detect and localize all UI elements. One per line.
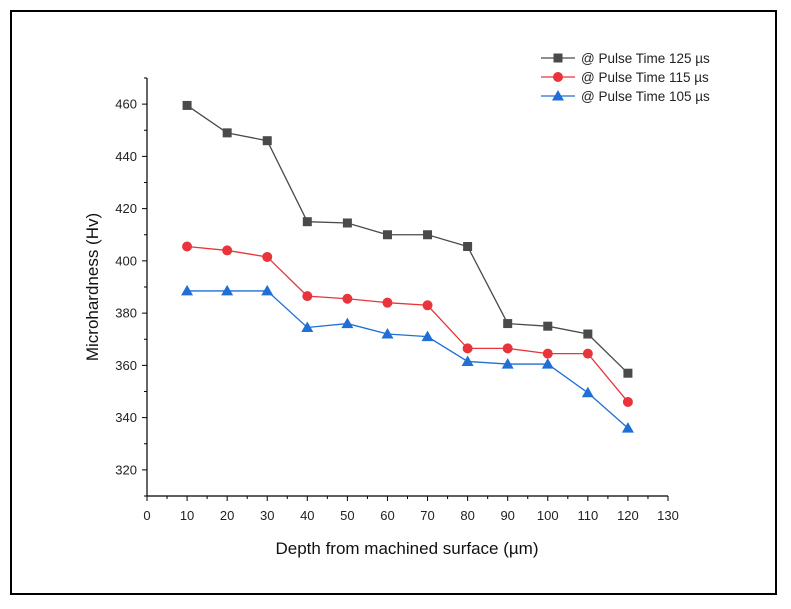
legend-label: @ Pulse Time 115 µs <box>581 70 709 85</box>
series-line <box>187 290 629 429</box>
data-point <box>421 330 434 342</box>
data-point <box>262 251 273 262</box>
x-tick-label: 40 <box>300 508 314 523</box>
series-3 <box>181 284 634 433</box>
data-point <box>463 242 473 252</box>
x-axis-title: Depth from machined surface (µm) <box>276 539 539 558</box>
x-tick-label: 50 <box>340 508 354 523</box>
x-tick-label: 130 <box>657 508 679 523</box>
x-tick-label: 10 <box>180 508 194 523</box>
y-axis-title: Microhardness (Hv) <box>83 213 102 361</box>
data-point <box>182 241 193 252</box>
y-tick-label: 380 <box>115 306 137 321</box>
data-point <box>502 343 513 354</box>
data-point <box>182 100 192 110</box>
y-tick-label: 340 <box>115 410 137 425</box>
data-point <box>222 128 232 138</box>
data-point <box>382 297 393 308</box>
x-tick-label: 20 <box>220 508 234 523</box>
x-tick-label: 70 <box>420 508 434 523</box>
legend-label: @ Pulse Time 105 µs <box>581 89 710 104</box>
y-tick-label: 360 <box>115 358 137 373</box>
legend-item: @ Pulse Time 125 µs <box>541 51 710 66</box>
data-point <box>501 358 514 369</box>
data-point <box>581 386 594 398</box>
legend: @ Pulse Time 125 µs @ Pulse Time 115 µs @ … <box>541 51 710 104</box>
x-tick-label: 80 <box>460 508 474 523</box>
data-point <box>423 230 433 240</box>
data-point <box>543 321 553 331</box>
data-point <box>262 136 272 146</box>
data-point <box>302 217 312 227</box>
data-point <box>542 348 553 359</box>
data-point <box>582 348 593 359</box>
data-point <box>503 319 513 329</box>
data-point <box>541 358 554 369</box>
x-tick-label: 60 <box>380 508 394 523</box>
data-point <box>583 329 593 339</box>
x-tick-label: 100 <box>537 508 559 523</box>
data-point <box>342 293 353 304</box>
y-tick-label: 440 <box>115 149 137 164</box>
data-point <box>623 368 633 378</box>
x-tick-label: 30 <box>260 508 274 523</box>
data-point <box>422 300 433 311</box>
x-tick-label: 90 <box>500 508 514 523</box>
data-point <box>341 317 354 329</box>
data-point <box>382 230 392 240</box>
y-tick-label: 320 <box>115 462 137 477</box>
series-line <box>186 104 629 374</box>
data-point <box>181 284 194 296</box>
data-point <box>302 291 313 302</box>
y-tick-label: 460 <box>115 97 137 112</box>
tick-marks <box>142 77 669 501</box>
data-point <box>381 328 394 339</box>
tick-labels: 0 10 20 30 40 50 60 70 80 90 100 110 120 130 320 340 360… <box>115 97 679 523</box>
x-tick-label: 0 <box>143 508 150 523</box>
legend-marker <box>553 53 563 63</box>
data-point <box>221 284 234 296</box>
x-tick-label: 120 <box>617 508 639 523</box>
data-point <box>462 343 473 354</box>
data-point <box>342 218 352 228</box>
y-tick-label: 420 <box>115 201 137 216</box>
data-point <box>222 245 233 256</box>
data-point <box>301 321 314 332</box>
legend-item: @ Pulse Time 105 µs <box>541 89 710 104</box>
series-line <box>187 245 629 403</box>
legend-item: @ Pulse Time 115 µs <box>541 70 709 85</box>
data-point <box>261 284 274 296</box>
axes <box>146 78 668 497</box>
legend-marker <box>552 90 564 101</box>
legend-marker <box>553 72 563 82</box>
series-2 <box>182 241 633 407</box>
x-tick-label: 110 <box>577 508 598 523</box>
data-point <box>461 355 474 366</box>
series-1 <box>182 100 633 378</box>
series-layer <box>181 100 634 433</box>
y-tick-label: 400 <box>115 253 137 268</box>
data-point <box>621 422 634 433</box>
legend-label: @ Pulse Time 125 µs <box>581 51 710 66</box>
data-point <box>622 396 633 407</box>
